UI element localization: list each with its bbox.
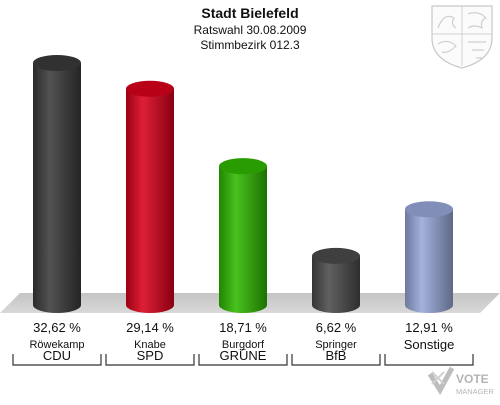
svg-text:VOTE: VOTE <box>456 372 489 386</box>
bar-sonstige <box>405 201 453 313</box>
chart-subtitle: Ratswahl 30.08.2009 <box>194 23 307 37</box>
value-label-cdu: 32,62 % <box>33 320 81 335</box>
value-label-sonstige: 12,91 % <box>405 320 453 335</box>
value-label-spd: 29,14 % <box>126 320 174 335</box>
bar-body <box>312 255 360 305</box>
party-label-bfb: BfB <box>326 348 347 363</box>
party-label-sonstige: Sonstige <box>404 337 455 352</box>
vote-manager-logo: VOTE MANAGER <box>427 366 495 396</box>
bar-top <box>126 80 174 97</box>
bar-top <box>219 158 267 175</box>
bars-group <box>33 54 453 313</box>
party-label-spd: SPD <box>137 348 164 363</box>
category-bracket <box>105 354 195 366</box>
value-label-grne: 18,71 % <box>219 320 267 335</box>
bar-body <box>219 166 267 305</box>
bar-bfb <box>312 247 360 313</box>
bar-spd <box>126 80 174 313</box>
candidate-label-spd: Knabe <box>134 339 166 351</box>
coat-of-arms-icon <box>431 5 493 69</box>
chart-title: Stadt Bielefeld <box>201 5 298 21</box>
party-label-grne: GRÜNE <box>220 348 267 363</box>
bar-top <box>405 201 453 218</box>
bar-cdu <box>33 54 81 313</box>
candidate-label-cdu: Röwekamp <box>29 339 84 351</box>
candidate-label-grne: Burgdorf <box>222 339 265 351</box>
party-label-cdu: CDU <box>43 348 71 363</box>
bar-top <box>312 247 360 264</box>
bar-grne <box>219 158 267 313</box>
category-bracket <box>384 354 474 366</box>
category-bracket <box>291 354 381 366</box>
candidate-label-bfb: Springer <box>315 339 357 351</box>
category-bracket <box>198 354 288 366</box>
chart-district: Stimmbezirk 012.3 <box>200 38 300 52</box>
category-bracket <box>12 354 102 366</box>
value-label-bfb: 6,62 % <box>316 320 357 335</box>
bar-body <box>33 62 81 306</box>
bar-body <box>126 88 174 306</box>
bar-top <box>33 54 81 71</box>
svg-text:MANAGER: MANAGER <box>456 387 495 396</box>
bar-body <box>405 209 453 305</box>
